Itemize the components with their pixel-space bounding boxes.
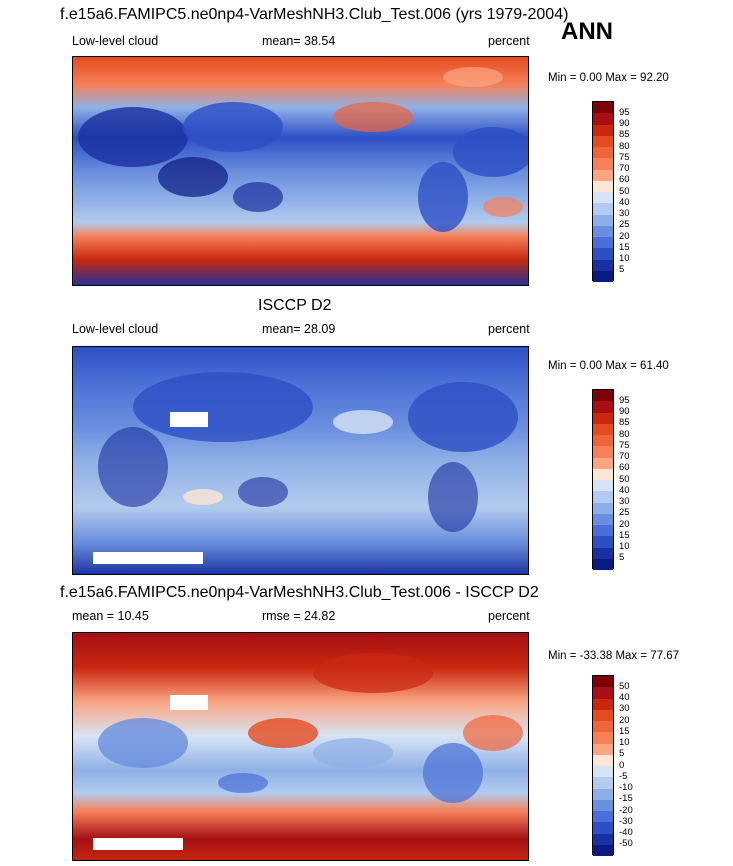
- panel2-variable-label: Low-level cloud: [72, 322, 159, 336]
- panel1-map: [72, 56, 529, 286]
- panel3-colorbar-label: -40: [619, 827, 633, 838]
- panel2-colorbar-label: 70: [619, 451, 630, 462]
- panel1-colorbar-label: 40: [619, 197, 630, 208]
- panel1-colorbar-label: 10: [619, 253, 630, 264]
- panel1-cloud-field: [73, 57, 528, 285]
- panel3-colorbar-label: -30: [619, 816, 633, 827]
- panel1-colorbar: [592, 101, 614, 282]
- panel1-colorbar-label: 75: [619, 152, 630, 163]
- panel2-colorbar-label: 80: [619, 429, 630, 440]
- panel1-colorbar-label: 25: [619, 219, 630, 230]
- panel1-colorbar-label: 5: [619, 264, 625, 275]
- panel2-colorbar-label: 90: [619, 406, 630, 417]
- panel2-mean-label: mean= 28.09: [262, 322, 336, 336]
- panel2-cloud-field: [73, 347, 528, 574]
- panel3-colorbar-label: 0: [619, 760, 625, 771]
- panel1-colorbar-label: 15: [619, 242, 630, 253]
- panel1-colorbar-label: 95: [619, 107, 630, 118]
- panel1-colorbar-label: 90: [619, 118, 630, 129]
- panel2-colorbar-label: 5: [619, 552, 625, 563]
- panel1-colorbar-label: 60: [619, 174, 630, 185]
- panel2-colorbar-label: 85: [619, 417, 630, 428]
- panel3-mean-label: mean = 10.45: [72, 609, 149, 623]
- panel1-colorbar-label: 20: [619, 231, 630, 242]
- panel3-difference-field: [73, 633, 528, 860]
- panel2-colorbar-label: 15: [619, 530, 630, 541]
- panel3-colorbar-label: -20: [619, 805, 633, 816]
- panel2-colorbar-label: 25: [619, 507, 630, 518]
- panel2-title: ISCCP D2: [258, 297, 332, 314]
- panel2-map: [72, 346, 529, 575]
- panel2-colorbar-label: 20: [619, 519, 630, 530]
- panel1-variable-label: Low-level cloud: [72, 34, 159, 48]
- panel2-colorbar-label: 75: [619, 440, 630, 451]
- panel3-colorbar-label: -50: [619, 838, 633, 849]
- panel3-colorbar-label: 50: [619, 681, 630, 692]
- panel1-colorbar-label: 85: [619, 129, 630, 140]
- panel3-colorbar-label: -15: [619, 793, 633, 804]
- panel2-colorbar-label: 60: [619, 462, 630, 473]
- panel2-colorbar-label: 40: [619, 485, 630, 496]
- panel2-colorbar-label: 95: [619, 395, 630, 406]
- panel2-minmax: Min = 0.00 Max = 61.40: [548, 360, 669, 372]
- panel2-colorbar-label: 50: [619, 474, 630, 485]
- panel3-colorbar-label: 20: [619, 715, 630, 726]
- panel2-colorbar-label: 10: [619, 541, 630, 552]
- panel1-minmax: Min = 0.00 Max = 92.20: [548, 72, 669, 84]
- panel3-colorbar: [592, 675, 614, 856]
- panel1-colorbar-label: 70: [619, 163, 630, 174]
- panel3-colorbar-label: 10: [619, 737, 630, 748]
- panel3-colorbar-label: 30: [619, 703, 630, 714]
- panel2-colorbar: [592, 389, 614, 570]
- panel3-colorbar-label: -5: [619, 771, 628, 782]
- panel1-colorbar-label: 30: [619, 208, 630, 219]
- panel1-title: f.e15a6.FAMIPC5.ne0np4-VarMeshNH3.Club_T…: [60, 6, 569, 23]
- panel3-title: f.e15a6.FAMIPC5.ne0np4-VarMeshNH3.Club_T…: [60, 584, 539, 601]
- season-label: ANN: [561, 18, 613, 45]
- panel1-colorbar-label: 80: [619, 141, 630, 152]
- panel3-rmse-label: rmse = 24.82: [262, 609, 336, 623]
- panel3-map: [72, 632, 529, 861]
- panel1-colorbar-label: 50: [619, 186, 630, 197]
- panel2-colorbar-label: 30: [619, 496, 630, 507]
- panel1-units-label: percent: [488, 34, 530, 48]
- panel2-units-label: percent: [488, 322, 530, 336]
- panel3-colorbar-label: 40: [619, 692, 630, 703]
- panel3-colorbar-label: -10: [619, 782, 633, 793]
- panel3-colorbar-label: 5: [619, 748, 625, 759]
- panel3-minmax: Min = -33.38 Max = 77.67: [548, 650, 680, 662]
- panel3-units-label: percent: [488, 609, 530, 623]
- panel3-colorbar-label: 15: [619, 726, 630, 737]
- panel1-mean-label: mean= 38.54: [262, 34, 336, 48]
